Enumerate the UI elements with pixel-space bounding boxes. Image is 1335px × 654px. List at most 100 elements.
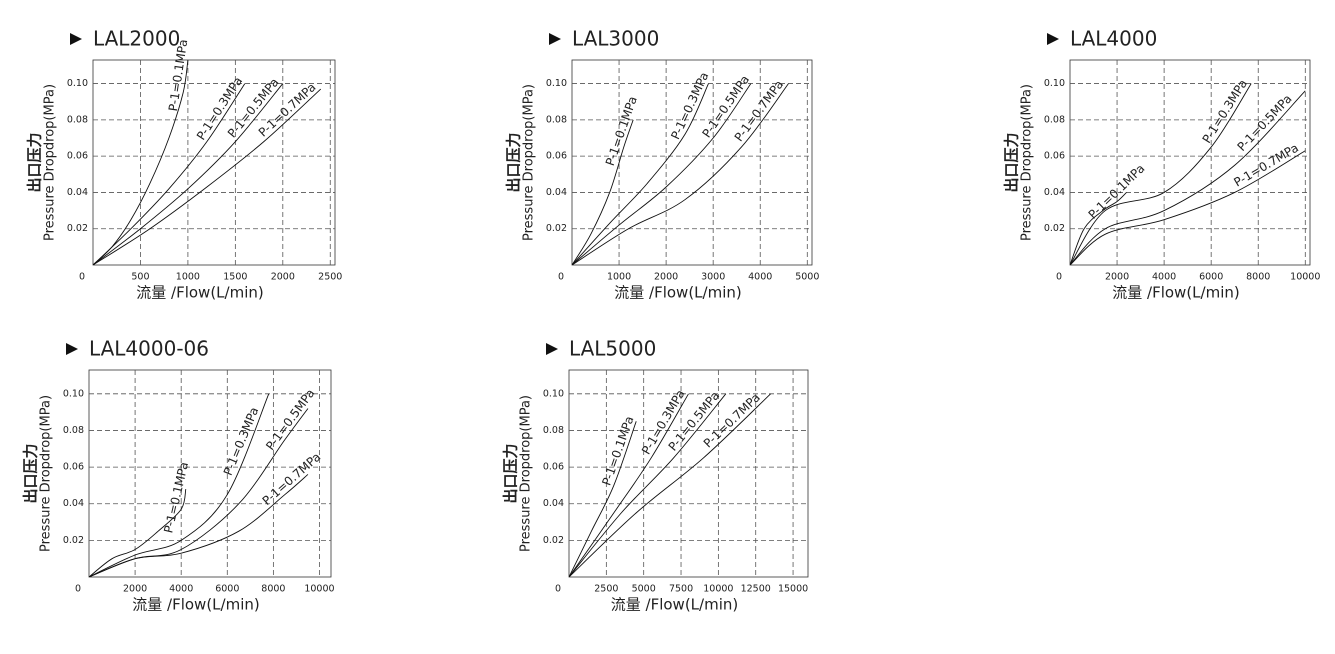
flow-curve bbox=[572, 119, 634, 265]
x-tick-label: 5000 bbox=[795, 272, 819, 283]
chart-panel: LAL4000 0.02 0.04 0.06 0.08 0.10 0 2000 4000 6000… bbox=[1003, 27, 1321, 302]
x-axis-label: 流量 /Flow(L/min) bbox=[136, 284, 263, 302]
flow-curve bbox=[572, 83, 752, 265]
curve-label: P-1=0.1MPa bbox=[1086, 161, 1148, 221]
y-axis-label: Pressure Dropdrop(MPa) bbox=[519, 395, 534, 552]
y-tick-label: 0.08 bbox=[1044, 114, 1065, 125]
y-tick-label: 0.04 bbox=[543, 498, 564, 509]
x-axis-label: 流量 /Flow(L/min) bbox=[1112, 284, 1239, 302]
y-tick-label: 0.10 bbox=[63, 388, 84, 399]
flow-curve bbox=[569, 393, 771, 577]
y-axis-label-cn: 出口压力 bbox=[22, 443, 40, 503]
y-tick-label: 0.06 bbox=[1044, 151, 1065, 162]
x-tick-label: 1000 bbox=[176, 272, 200, 283]
x-tick-label: 10000 bbox=[1290, 272, 1320, 283]
y-axis-label: Pressure Dropdrop(MPa) bbox=[522, 84, 537, 241]
x-tick-label: 0 bbox=[558, 272, 564, 283]
y-axis-label-cn: 出口压力 bbox=[502, 443, 520, 503]
plot-frame bbox=[92, 59, 336, 266]
y-tick-label: 0.08 bbox=[546, 114, 567, 125]
x-tick-label: 10000 bbox=[703, 584, 733, 595]
flow-curve bbox=[572, 83, 789, 265]
flow-curve bbox=[93, 83, 284, 265]
x-tick-label: 2000 bbox=[654, 272, 678, 283]
flow-curve bbox=[1070, 192, 1127, 265]
y-tick-label: 0.04 bbox=[546, 187, 567, 198]
chart-title: LAL4000-06 bbox=[89, 337, 209, 361]
y-tick-label: 0.06 bbox=[67, 151, 88, 162]
y-tick-label: 0.08 bbox=[67, 114, 88, 125]
curve-label: P-1=0.1MPa bbox=[599, 414, 636, 487]
y-tick-label: 0.04 bbox=[67, 187, 88, 198]
flow-curve bbox=[1070, 150, 1306, 265]
x-tick-label: 6000 bbox=[215, 584, 239, 595]
chart-title: LAL4000 bbox=[1070, 27, 1157, 51]
x-tick-label: 2000 bbox=[271, 272, 295, 283]
chart-panel: LAL5000 0.02 0.04 0.06 0.08 0.10 0 2500 5000 7500… bbox=[502, 337, 809, 614]
plot-frame bbox=[1069, 59, 1311, 266]
x-tick-label: 2500 bbox=[594, 584, 618, 595]
flow-curve bbox=[93, 83, 246, 265]
y-tick-label: 0.06 bbox=[543, 462, 564, 473]
x-tick-label: 2000 bbox=[123, 584, 147, 595]
curve-label: P-1=0.1MPa bbox=[603, 94, 640, 167]
x-tick-label: 4000 bbox=[1152, 272, 1176, 283]
title-marker bbox=[70, 33, 82, 45]
x-tick-label: 1000 bbox=[607, 272, 631, 283]
flow-curve bbox=[569, 421, 637, 577]
x-axis-label: 流量 /Flow(L/min) bbox=[132, 596, 259, 614]
curve-label: P-1=0.5MPa bbox=[263, 386, 317, 453]
y-axis-label-cn: 出口压力 bbox=[1003, 132, 1021, 192]
y-tick-label: 0.06 bbox=[63, 462, 84, 473]
curve-label: P-1=0.7MPa bbox=[260, 450, 324, 508]
x-tick-label: 0 bbox=[75, 584, 81, 595]
y-tick-label: 0.02 bbox=[543, 535, 564, 546]
x-tick-label: 0 bbox=[1056, 272, 1062, 283]
x-axis-label: 流量 /Flow(L/min) bbox=[611, 596, 738, 614]
x-tick-label: 10000 bbox=[304, 584, 334, 595]
x-tick-label: 2500 bbox=[318, 272, 342, 283]
x-tick-label: 2000 bbox=[1105, 272, 1129, 283]
y-tick-label: 0.10 bbox=[543, 388, 564, 399]
x-tick-label: 5000 bbox=[632, 584, 656, 595]
y-axis-label: Pressure Dropdrop(MPa) bbox=[1020, 84, 1035, 241]
x-axis-label: 流量 /Flow(L/min) bbox=[614, 284, 741, 302]
curve-label: P-1=0.1MPa bbox=[161, 461, 191, 535]
plot-frame bbox=[88, 369, 332, 578]
x-tick-label: 4000 bbox=[169, 584, 193, 595]
x-tick-label: 7500 bbox=[669, 584, 693, 595]
flow-curve bbox=[89, 393, 270, 577]
y-tick-label: 0.08 bbox=[543, 425, 564, 436]
flow-curve bbox=[1070, 83, 1252, 265]
y-tick-label: 0.10 bbox=[67, 78, 88, 89]
title-marker bbox=[549, 33, 561, 45]
y-tick-label: 0.08 bbox=[63, 425, 84, 436]
chart-title: LAL2000 bbox=[93, 27, 180, 51]
flow-curve bbox=[89, 474, 309, 577]
y-tick-label: 0.02 bbox=[1044, 223, 1065, 234]
x-tick-label: 6000 bbox=[1199, 272, 1223, 283]
y-axis-label: Pressure Dropdrop(MPa) bbox=[43, 84, 58, 241]
y-tick-label: 0.10 bbox=[1044, 78, 1065, 89]
flow-curve bbox=[1070, 90, 1306, 265]
plot-frame bbox=[571, 59, 813, 266]
chart-title: LAL3000 bbox=[572, 27, 659, 51]
y-tick-label: 0.02 bbox=[546, 223, 567, 234]
flow-curve bbox=[569, 393, 689, 577]
x-tick-label: 8000 bbox=[1246, 272, 1270, 283]
y-tick-label: 0.04 bbox=[1044, 187, 1065, 198]
y-tick-label: 0.10 bbox=[546, 78, 567, 89]
x-tick-label: 3000 bbox=[701, 272, 725, 283]
title-marker bbox=[1047, 33, 1059, 45]
chart-panel: LAL2000 0.02 0.04 0.06 0.08 0.10 0 500 1000 1500 2… bbox=[26, 27, 343, 302]
chart-title: LAL5000 bbox=[569, 337, 656, 361]
title-marker bbox=[66, 343, 78, 355]
plot-frame bbox=[568, 369, 809, 578]
x-tick-label: 1500 bbox=[223, 272, 247, 283]
y-tick-label: 0.06 bbox=[546, 151, 567, 162]
x-tick-label: 0 bbox=[79, 272, 85, 283]
flow-curve bbox=[572, 83, 709, 265]
x-tick-label: 8000 bbox=[261, 584, 285, 595]
chart-panel: LAL4000-06 0.02 0.04 0.06 0.08 0.10 0 2000 4000 6… bbox=[22, 337, 335, 614]
